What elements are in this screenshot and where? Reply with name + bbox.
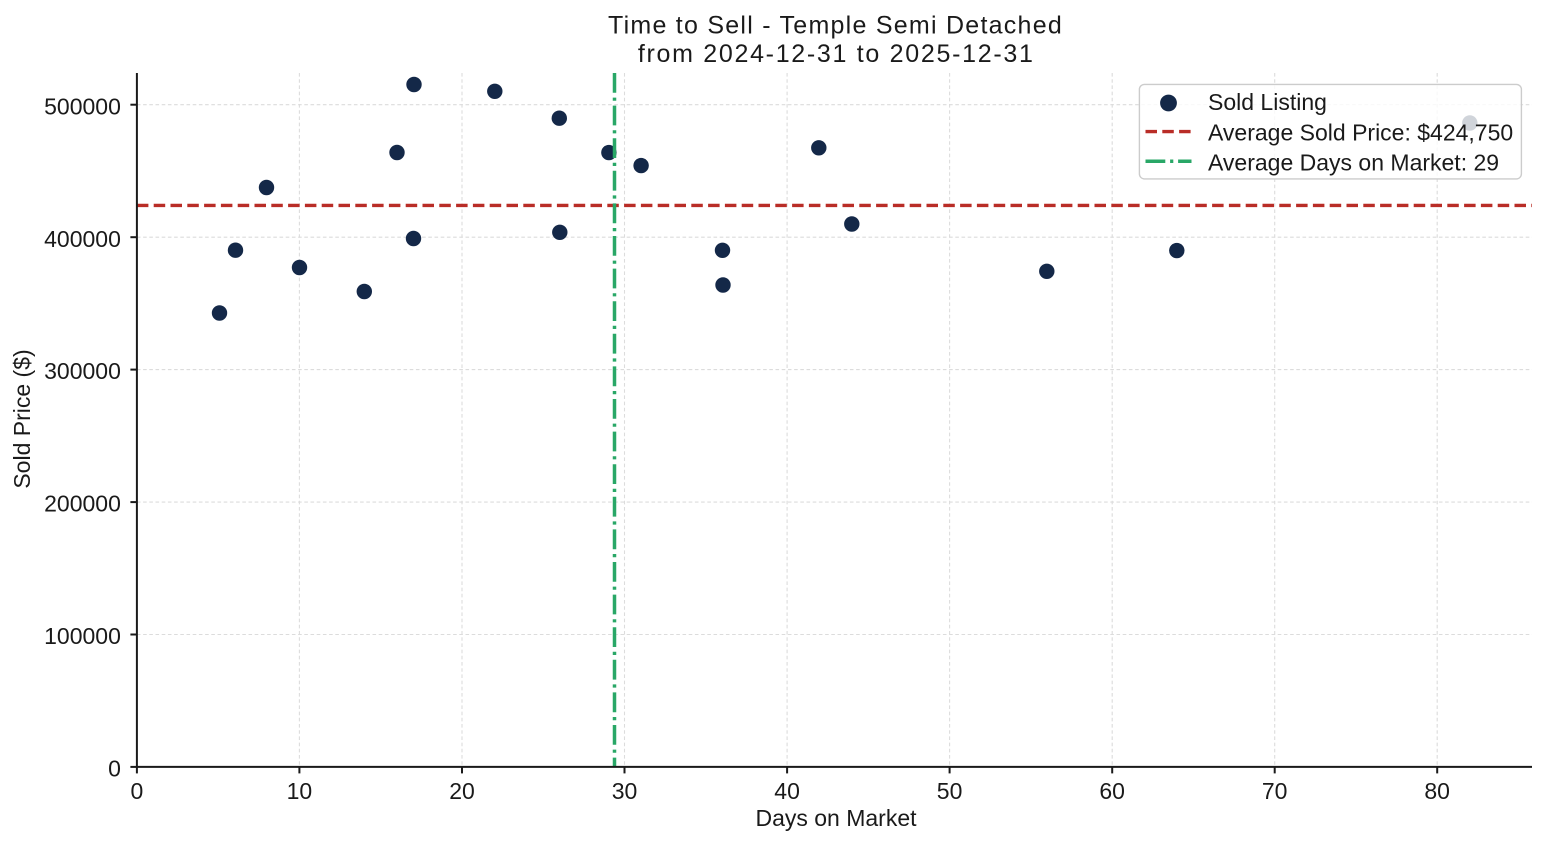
svg-text:70: 70	[1262, 778, 1288, 804]
svg-text:10: 10	[287, 778, 313, 804]
svg-text:0: 0	[108, 756, 121, 782]
svg-text:400000: 400000	[44, 226, 121, 252]
svg-text:0: 0	[131, 778, 144, 804]
svg-text:50: 50	[937, 778, 963, 804]
svg-text:60: 60	[1099, 778, 1125, 804]
svg-text:Average Days on Market: 29: Average Days on Market: 29	[1208, 149, 1499, 175]
svg-text:200000: 200000	[44, 491, 121, 517]
svg-text:Average Sold Price: $424,750: Average Sold Price: $424,750	[1208, 120, 1513, 146]
svg-text:300000: 300000	[44, 358, 121, 384]
svg-text:500000: 500000	[44, 93, 121, 119]
svg-text:Sold Listing: Sold Listing	[1208, 89, 1327, 115]
svg-text:30: 30	[612, 778, 638, 804]
svg-text:Sold Price ($): Sold Price ($)	[9, 349, 35, 488]
svg-text:80: 80	[1424, 778, 1450, 804]
svg-text:Time to Sell - Temple Semi Det: Time to Sell - Temple Semi Detached	[608, 12, 1063, 40]
svg-text:40: 40	[774, 778, 800, 804]
svg-text:from 2024-12-31 to 2025-12-31: from 2024-12-31 to 2025-12-31	[638, 40, 1035, 68]
svg-text:100000: 100000	[44, 623, 121, 649]
svg-text:20: 20	[449, 778, 475, 804]
svg-text:Days on Market: Days on Market	[755, 805, 917, 831]
